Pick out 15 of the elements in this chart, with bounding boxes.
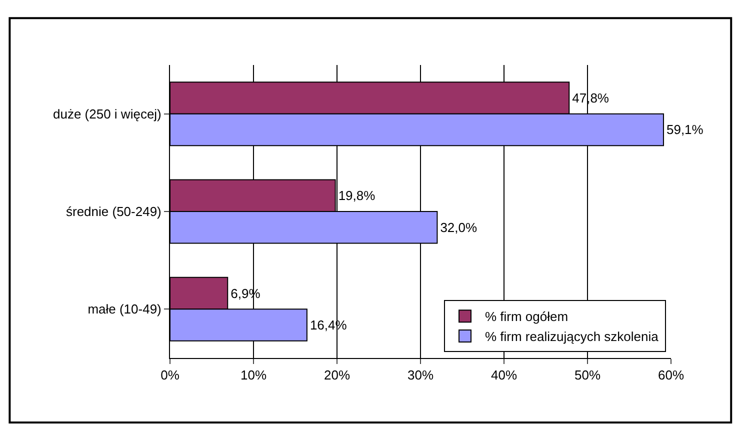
x-tick-label: 0% (160, 368, 180, 383)
x-tick-label: 50% (574, 368, 601, 383)
y-tick-label: duże (250 i więcej) (53, 106, 162, 122)
y-tick-label: małe (10-49) (88, 302, 162, 317)
data-label: 32,0% (440, 220, 478, 235)
data-label: 19,8% (338, 188, 376, 204)
x-tick-label: 60% (658, 368, 684, 383)
legend-label: % firm ogółem (484, 309, 568, 324)
data-label: 59,1% (666, 122, 704, 138)
x-tick-label: 20% (324, 368, 350, 383)
legend-label: % firm realizujących szkolenia (484, 329, 660, 344)
x-tick-label: 30% (407, 368, 434, 383)
x-tick-label: 40% (490, 368, 518, 383)
y-tick-label: średnie (50-249) (66, 204, 162, 220)
x-tick-label: 10% (240, 368, 267, 383)
